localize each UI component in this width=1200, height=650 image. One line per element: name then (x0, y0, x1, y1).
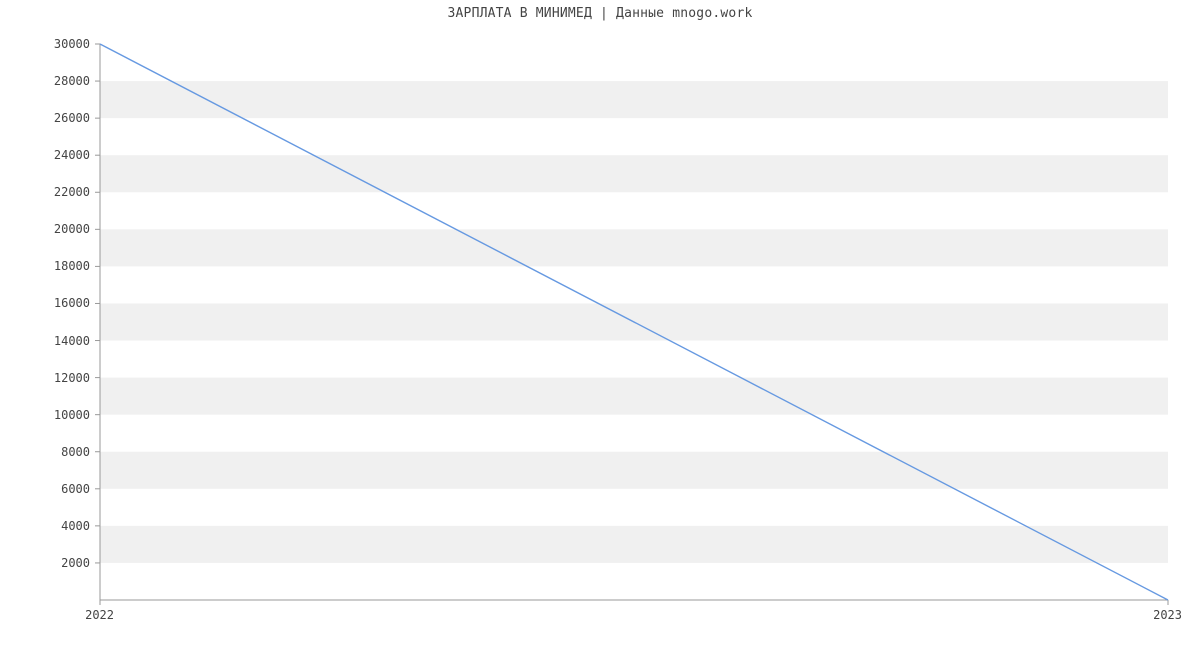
x-tick-label: 2023 (1153, 608, 1182, 622)
x-tick-label: 2022 (85, 608, 114, 622)
y-tick-label: 12000 (0, 371, 90, 385)
chart-plot (100, 44, 1168, 600)
y-tick-label: 22000 (0, 185, 90, 199)
y-tick-label: 4000 (0, 519, 90, 533)
chart-title: ЗАРПЛАТА В МИНИМЕД | Данные mnogo.work (0, 6, 1200, 21)
y-tick-label: 14000 (0, 334, 90, 348)
y-tick-label: 16000 (0, 296, 90, 310)
y-tick-label: 24000 (0, 148, 90, 162)
y-tick-label: 2000 (0, 556, 90, 570)
y-tick-label: 26000 (0, 111, 90, 125)
y-tick-label: 8000 (0, 445, 90, 459)
chart-container: ЗАРПЛАТА В МИНИМЕД | Данные mnogo.work 2… (0, 0, 1200, 650)
y-tick-label: 20000 (0, 222, 90, 236)
y-tick-label: 30000 (0, 37, 90, 51)
y-tick-label: 10000 (0, 408, 90, 422)
y-tick-label: 28000 (0, 74, 90, 88)
y-tick-label: 6000 (0, 482, 90, 496)
y-tick-label: 18000 (0, 259, 90, 273)
